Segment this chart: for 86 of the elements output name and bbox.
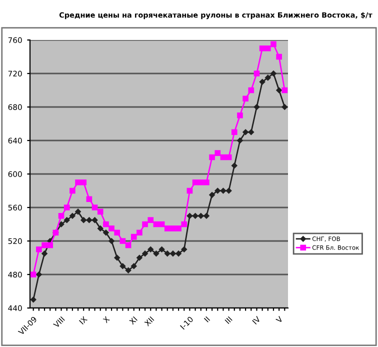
point [270,41,276,48]
point [198,213,204,219]
point [98,226,104,232]
point [136,230,142,236]
point [164,226,170,232]
point [75,208,81,215]
point [158,221,165,228]
point [108,238,114,244]
point [248,129,254,135]
point [30,296,36,302]
point [176,250,182,256]
point [242,129,248,135]
point [242,96,248,102]
point [114,230,120,236]
point [214,188,220,194]
point [42,242,48,248]
point [220,154,226,160]
point [70,213,76,219]
point [36,272,42,278]
point [170,226,176,232]
point [259,79,266,85]
point [176,226,182,232]
point [148,246,154,252]
point [254,104,260,110]
point [142,250,148,256]
point [70,188,76,194]
point [136,254,142,261]
point [231,129,238,136]
point [158,246,165,252]
point [131,263,137,269]
point [282,104,288,110]
point [265,74,271,81]
point [282,87,288,94]
point [58,212,64,219]
point [237,138,243,144]
point [248,87,254,94]
point [142,221,148,228]
point [270,70,276,76]
point [42,250,48,256]
point [130,234,137,240]
point [186,213,193,219]
point [47,242,54,248]
point [164,250,170,256]
point [120,238,126,244]
point [97,208,104,215]
point [86,217,92,223]
point [170,250,176,256]
point [198,179,204,186]
point [264,45,271,52]
point [103,230,109,236]
point [276,54,282,60]
point [64,217,70,223]
point [204,179,210,186]
point [36,246,42,252]
point [75,179,81,186]
point [153,250,160,256]
point [237,112,243,118]
point [125,242,132,248]
point [114,254,120,261]
point [30,272,36,278]
point [80,217,86,223]
point [148,217,154,223]
point [86,196,92,202]
point [153,221,160,228]
point [64,204,70,210]
point [80,179,87,186]
point [181,246,187,252]
point [232,162,238,168]
point [192,179,198,186]
point [226,154,232,160]
point [125,267,132,274]
point [276,87,282,94]
point [92,204,98,210]
point [204,213,210,219]
point [259,45,266,52]
point [254,70,260,76]
point [186,188,193,194]
point [103,221,109,228]
point [108,226,114,232]
point [181,221,188,228]
point [209,154,215,160]
point [214,150,221,156]
point [92,217,98,223]
point [209,192,215,198]
point [192,213,198,219]
point [120,263,126,269]
